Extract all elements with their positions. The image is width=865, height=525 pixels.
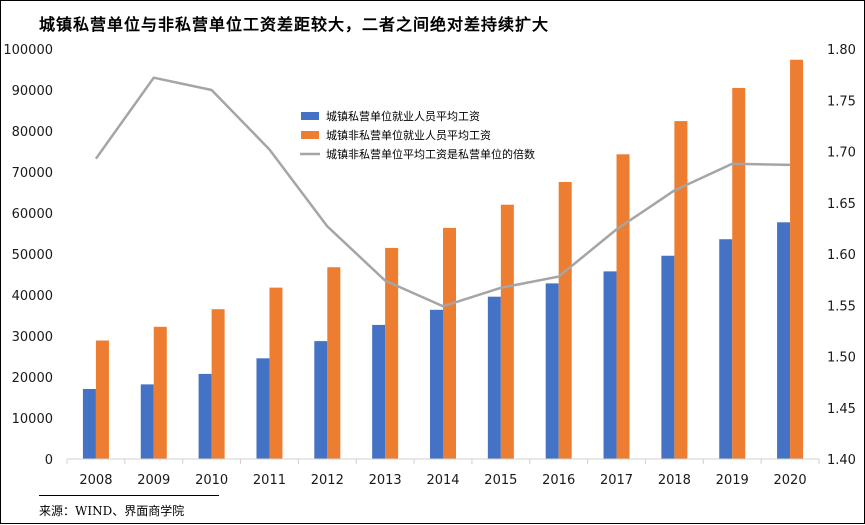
left-tick-label: 40000	[12, 289, 53, 304]
right-tick-label: 1.65	[827, 197, 856, 212]
x-tick-label: 2017	[600, 473, 633, 488]
bar-private-2008	[83, 389, 96, 459]
bar-private-2020	[777, 222, 790, 459]
x-tick-label: 2010	[195, 473, 228, 488]
legend: 城镇私营单位就业人员平均工资 城镇非私营单位就业人员平均工资 城镇非私营单位平均…	[300, 109, 535, 161]
right-tick-label: 1.55	[827, 299, 856, 314]
x-tick-label: 2020	[774, 473, 807, 488]
left-tick-label: 80000	[12, 125, 53, 140]
left-tick-label: 70000	[12, 166, 53, 181]
left-tick-label: 0	[45, 453, 53, 468]
bar-nonprivate-2018	[674, 121, 687, 459]
left-tick-label: 20000	[12, 371, 53, 386]
bar-nonprivate-2013	[385, 248, 398, 459]
left-tick-label: 30000	[12, 330, 53, 345]
bar-private-2010	[199, 374, 212, 459]
bar-private-2014	[430, 310, 443, 459]
x-tick-label: 2019	[716, 473, 749, 488]
right-tick-label: 1.60	[827, 248, 856, 263]
bar-nonprivate-2015	[501, 205, 514, 459]
bar-nonprivate-2011	[269, 288, 282, 459]
x-tick-label: 2011	[253, 473, 286, 488]
bar-private-2015	[488, 297, 501, 459]
source-note: 来源：WIND、界面商学院	[39, 502, 184, 519]
right-tick-label: 1.45	[827, 402, 856, 417]
bar-nonprivate-2009	[154, 327, 167, 459]
bar-nonprivate-2017	[617, 154, 630, 459]
bar-private-2011	[256, 358, 269, 459]
legend-label-nonprivate: 城镇非私营单位就业人员平均工资	[326, 128, 491, 142]
bar-private-2016	[546, 283, 559, 459]
legend-label-private: 城镇私营单位就业人员平均工资	[326, 109, 480, 123]
right-tick-label: 1.80	[827, 43, 856, 58]
right-tick-label: 1.40	[827, 453, 856, 468]
bar-private-2012	[314, 341, 327, 459]
right-axis: 1.40 1.45 1.50 1.55 1.60 1.65 1.70 1.75 1.80	[827, 43, 856, 468]
bar-private-2009	[141, 384, 154, 459]
x-axis: 2008 2009 2010 2011 2012 2013 2014 2015 2016 2017…	[67, 459, 819, 488]
legend-item-ratio: 城镇非私营单位平均工资是私营单位的倍数	[300, 147, 535, 161]
right-tick-label: 1.50	[827, 351, 856, 366]
x-tick-label: 2016	[542, 473, 575, 488]
x-tick-label: 2009	[137, 473, 170, 488]
x-tick-label: 2012	[311, 473, 344, 488]
right-tick-label: 1.70	[827, 146, 856, 161]
bar-nonprivate-2008	[96, 341, 109, 459]
left-tick-label: 60000	[12, 207, 53, 222]
left-tick-label: 100000	[3, 43, 53, 58]
x-tick-label: 2015	[484, 473, 517, 488]
source-divider	[39, 495, 219, 496]
bar-nonprivate-2019	[732, 88, 745, 459]
legend-item-nonprivate: 城镇非私营单位就业人员平均工资	[301, 128, 491, 142]
bar-private-2013	[372, 325, 385, 459]
left-axis: 0 10000 20000 30000 40000 50000 60000 70000 8000…	[3, 43, 53, 468]
right-tick-label: 1.75	[827, 94, 856, 109]
left-tick-label: 90000	[12, 84, 53, 99]
x-tick-label: 2008	[79, 473, 112, 488]
bar-private-2017	[604, 271, 617, 459]
bar-nonprivate-2012	[327, 267, 340, 459]
legend-swatch-private	[301, 112, 319, 120]
x-tick-label: 2013	[369, 473, 402, 488]
bar-private-2019	[719, 239, 732, 459]
bar-nonprivate-2020	[790, 60, 803, 459]
bar-private-2018	[661, 256, 674, 459]
bar-nonprivate-2014	[443, 228, 456, 459]
left-tick-label: 50000	[12, 248, 53, 263]
x-tick-label: 2018	[658, 473, 691, 488]
bar-nonprivate-2016	[559, 182, 572, 459]
left-tick-label: 10000	[12, 412, 53, 427]
legend-swatch-nonprivate	[301, 131, 319, 139]
x-tick-label: 2014	[426, 473, 459, 488]
bar-nonprivate-2010	[212, 309, 225, 459]
legend-item-private: 城镇私营单位就业人员平均工资	[301, 109, 480, 123]
legend-label-ratio: 城镇非私营单位平均工资是私营单位的倍数	[326, 147, 535, 161]
